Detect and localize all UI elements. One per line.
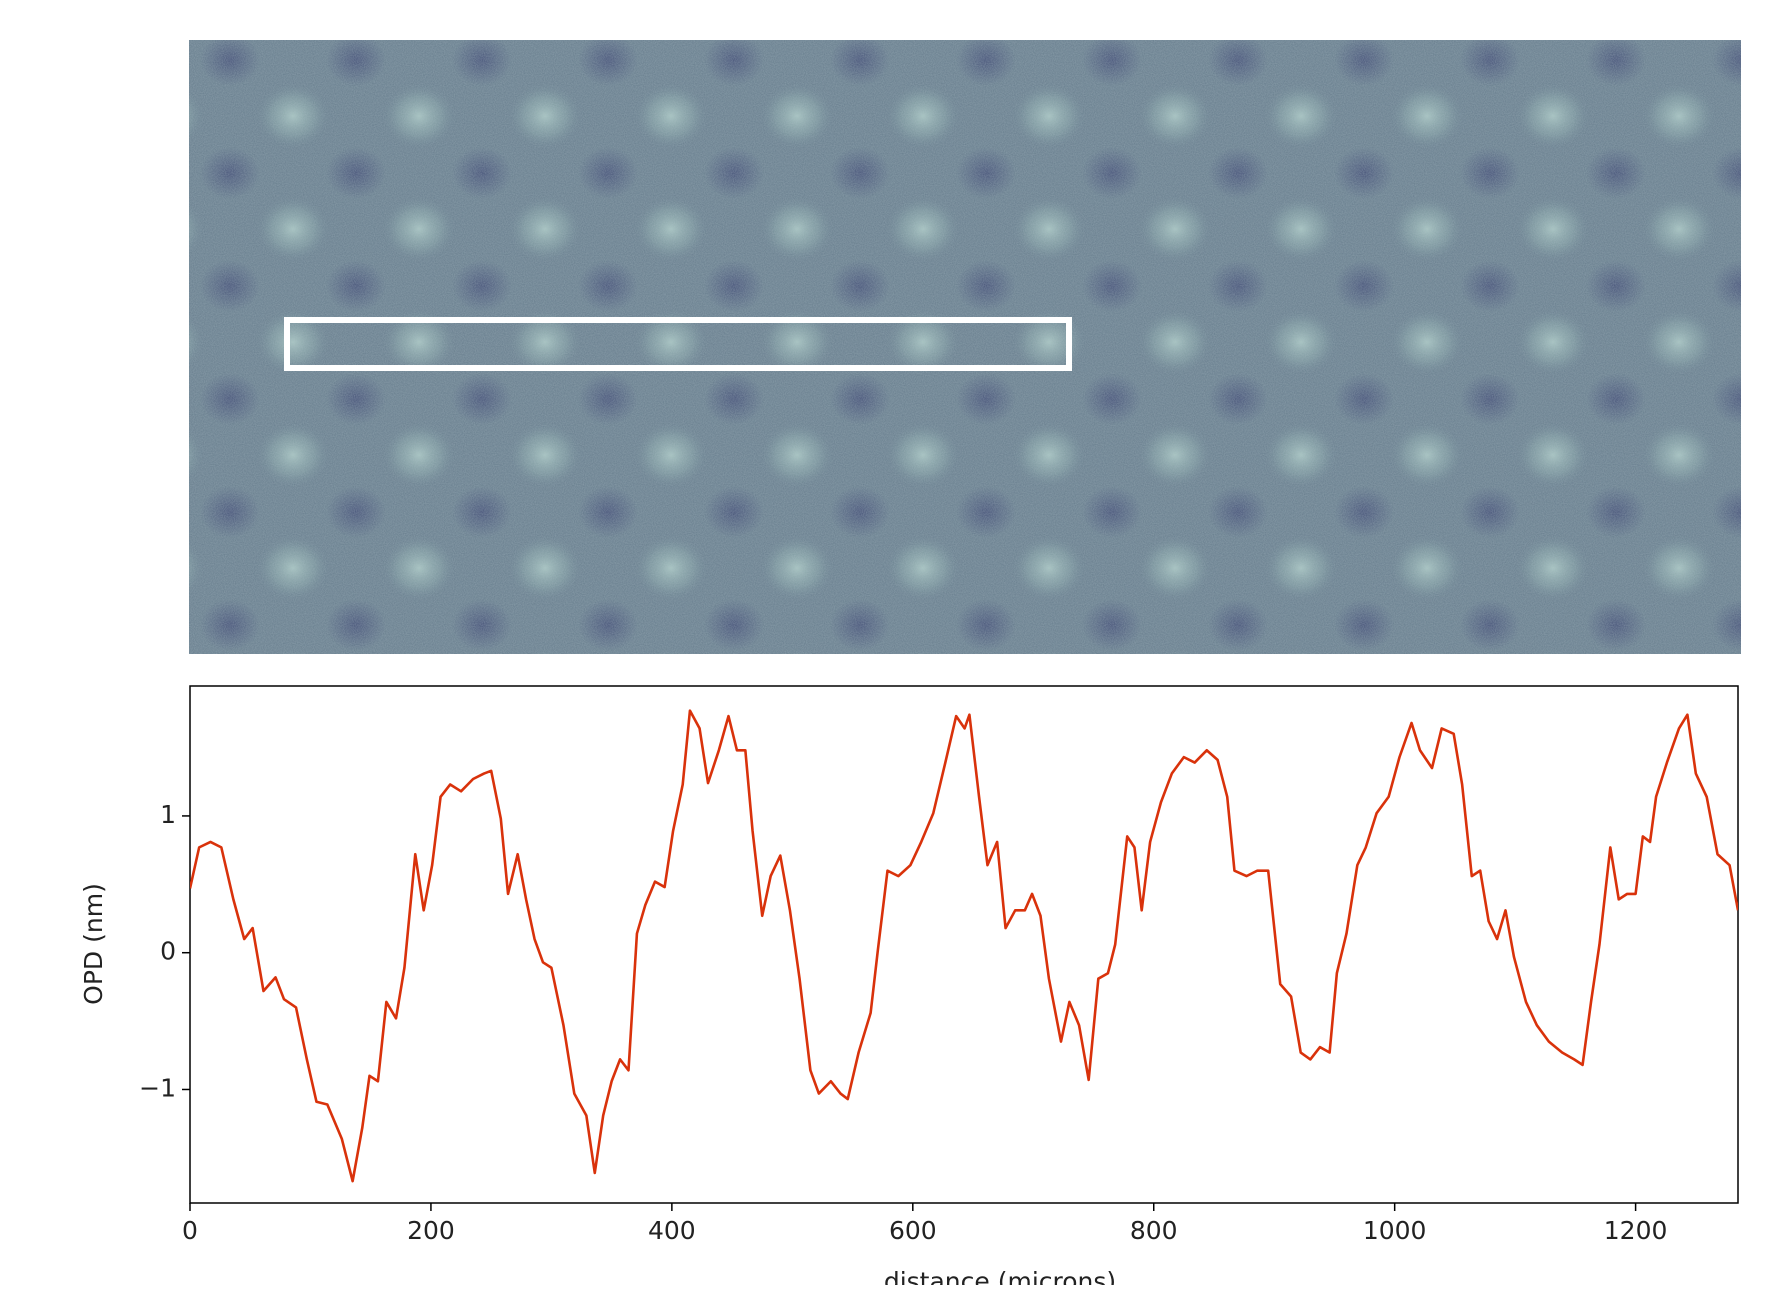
x-tick-label: 200 [407, 1216, 455, 1245]
x-tick-label: 1200 [1604, 1216, 1668, 1245]
y-tick-label: 1 [160, 800, 176, 829]
x-tick-label: 600 [889, 1216, 937, 1245]
x-axis-label: distance (microns) [884, 1267, 1116, 1285]
y-tick-label: 0 [160, 937, 176, 966]
micrograph [189, 40, 1741, 654]
x-tick-label: 400 [648, 1216, 696, 1245]
y-axis-label: OPD (nm) [79, 883, 108, 1005]
data-line [190, 709, 1738, 1183]
x-tick-label: 1000 [1363, 1216, 1427, 1245]
plot-frame [189, 685, 1739, 1204]
y-tick-label: −1 [139, 1073, 176, 1102]
x-tick-label: 0 [182, 1216, 198, 1245]
x-tick-label: 800 [1130, 1216, 1178, 1245]
